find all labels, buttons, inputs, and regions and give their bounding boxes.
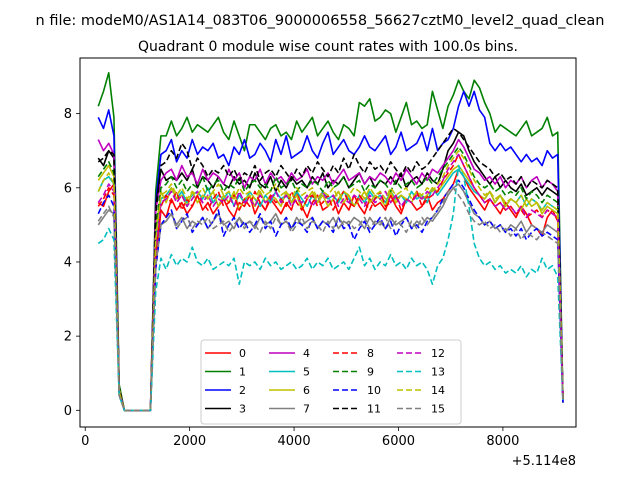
x-tick-label-0: 0 [81, 434, 89, 449]
legend-label-4: 4 [303, 347, 310, 360]
legend-label-14: 14 [431, 384, 445, 397]
y-tick-label-2: 2 [64, 330, 72, 345]
series-line-12 [97, 153, 564, 412]
x-tick-label-2000: 2000 [173, 434, 206, 449]
series-line-14 [97, 149, 564, 412]
x-axis: 0 2000 4000 6000 8000 [81, 427, 519, 449]
y-axis: 0 2 4 6 8 [64, 107, 80, 419]
legend-label-0: 0 [239, 347, 246, 360]
legend-box [200, 339, 462, 425]
x-tick-label-8000: 8000 [486, 434, 519, 449]
series-line-1 [97, 72, 564, 412]
legend-label-13: 13 [431, 366, 445, 379]
legend-label-5: 5 [303, 366, 310, 379]
series-line-9 [97, 146, 564, 412]
legend-label-6: 6 [303, 384, 310, 397]
plot-area [79, 57, 577, 428]
legend-label-1: 1 [239, 366, 246, 379]
legend-label-3: 3 [239, 403, 246, 416]
legend-label-15: 15 [431, 403, 445, 416]
series-line-11 [97, 127, 564, 412]
legend-label-12: 12 [431, 347, 445, 360]
y-tick-label-8: 8 [64, 107, 72, 122]
series-layer [97, 72, 564, 412]
legend-label-7: 7 [303, 403, 310, 416]
y-tick-label-0: 0 [64, 404, 72, 419]
series-line-10 [97, 179, 564, 412]
y-tick-label-6: 6 [64, 181, 72, 196]
x-tick-label-6000: 6000 [382, 434, 415, 449]
chart-title: Quadrant 0 module wise count rates with … [138, 39, 518, 55]
figure-suptitle: n file: modeM0/AS1A14_083T06_9000006558_… [36, 13, 605, 29]
series-line-15 [97, 187, 564, 412]
legend-label-10: 10 [367, 384, 381, 397]
series-line-13 [97, 164, 564, 412]
y-tick-label-4: 4 [64, 255, 72, 270]
legend-label-8: 8 [367, 347, 374, 360]
legend-label-11: 11 [367, 403, 381, 416]
series-line-4 [97, 138, 564, 412]
x-offset-label: +5.114e8 [512, 454, 576, 469]
legend-label-2: 2 [239, 384, 246, 397]
legend-label-9: 9 [367, 366, 374, 379]
x-tick-label-4000: 4000 [278, 434, 311, 449]
axes-frame [79, 57, 577, 428]
